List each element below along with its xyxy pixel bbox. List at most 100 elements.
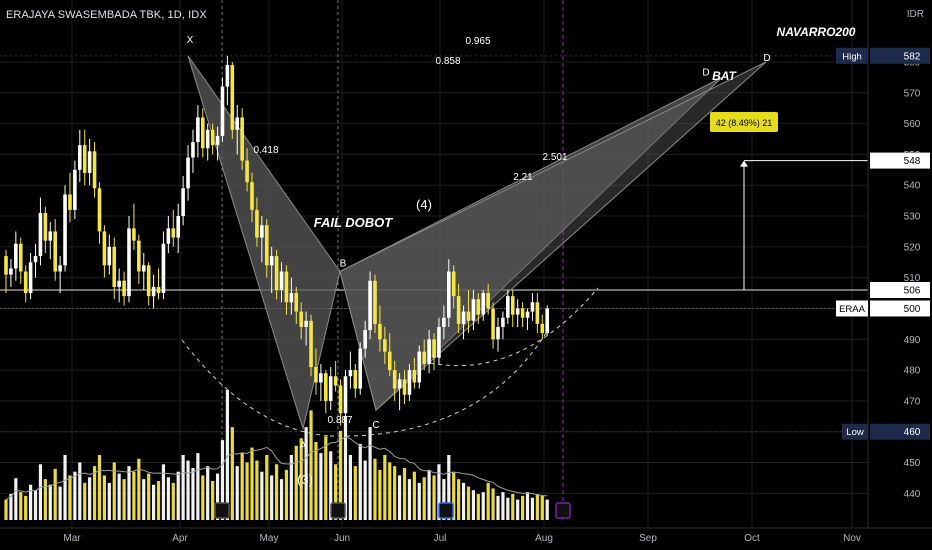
candle-body bbox=[176, 216, 180, 238]
volume-bar bbox=[471, 490, 475, 520]
candle-body bbox=[319, 373, 323, 383]
candle-body bbox=[461, 311, 466, 324]
time-tick-label: Nov bbox=[843, 533, 861, 544]
candle-body bbox=[210, 129, 215, 146]
volume-bar bbox=[476, 494, 480, 520]
price-tick-label: 540 bbox=[904, 181, 921, 192]
curve-inner bbox=[429, 287, 599, 367]
volume-bar bbox=[161, 464, 166, 520]
volume-bar bbox=[383, 455, 387, 520]
candle-body bbox=[333, 376, 338, 386]
volume-bar bbox=[83, 482, 87, 520]
volume-bar bbox=[545, 499, 549, 520]
measure-box-label: 42 (8.49%) 21 bbox=[716, 118, 773, 128]
candle-body bbox=[260, 225, 264, 238]
time-tick-label: Jul bbox=[434, 533, 447, 544]
currency-label: IDR bbox=[906, 9, 924, 20]
candle-body bbox=[447, 271, 451, 318]
candle-body bbox=[215, 135, 220, 146]
volume-bar bbox=[92, 466, 97, 520]
candle-body bbox=[358, 348, 363, 389]
candle-body bbox=[255, 209, 259, 238]
annotation-bat: BAT bbox=[712, 69, 737, 83]
volume-bar bbox=[486, 482, 490, 520]
price-tag-label: High bbox=[842, 51, 862, 62]
volume-bar bbox=[201, 475, 205, 520]
volume-bar bbox=[255, 460, 259, 520]
volume-bar bbox=[353, 466, 357, 520]
volume-bar bbox=[68, 475, 72, 520]
volume-bar bbox=[137, 458, 141, 520]
price-value-box bbox=[870, 300, 930, 317]
pattern-point-label: D bbox=[702, 67, 709, 78]
candle-body bbox=[156, 286, 161, 294]
volume-bar bbox=[127, 466, 131, 520]
volume-bar bbox=[88, 477, 92, 520]
volume-bar bbox=[289, 455, 293, 520]
price-value-box bbox=[870, 423, 930, 440]
volume-bar bbox=[275, 464, 279, 520]
price-value-box bbox=[870, 47, 930, 64]
volume-bar bbox=[378, 469, 382, 520]
price-tick-label: 450 bbox=[904, 458, 921, 469]
volume-bar bbox=[230, 427, 234, 520]
candle-body bbox=[343, 376, 348, 414]
candle-body bbox=[132, 228, 136, 241]
price-value-box bbox=[870, 281, 930, 298]
candle-body bbox=[387, 351, 392, 371]
volume-bar bbox=[314, 442, 318, 520]
volume-bar bbox=[19, 492, 23, 520]
volume-bar bbox=[196, 453, 200, 520]
pattern-point-label: A bbox=[300, 441, 307, 452]
volume-bar bbox=[363, 460, 367, 520]
ratio-label: 0.965 bbox=[465, 36, 490, 47]
candle-body bbox=[23, 271, 28, 294]
volume-bar bbox=[496, 495, 500, 520]
candle-body bbox=[141, 265, 146, 272]
volume-bar bbox=[97, 455, 102, 520]
volume-bar bbox=[461, 482, 466, 520]
volume-bar bbox=[147, 473, 151, 520]
candle-body bbox=[117, 280, 121, 287]
price-tag-box bbox=[836, 300, 868, 317]
candle-body bbox=[264, 225, 269, 266]
volume-bar bbox=[211, 481, 215, 520]
annotation-wave-4: (4) bbox=[416, 197, 432, 212]
time-tick-label: Apr bbox=[172, 533, 188, 544]
candle-body bbox=[402, 379, 407, 395]
volume-bar bbox=[368, 427, 372, 520]
candle-body bbox=[274, 256, 279, 290]
candle-body bbox=[127, 228, 131, 297]
projection-arrow-head bbox=[740, 160, 748, 167]
candle-body bbox=[442, 317, 446, 327]
candle-body bbox=[245, 160, 249, 183]
candle-body bbox=[481, 293, 486, 315]
volume-bar bbox=[186, 460, 190, 520]
candle-body bbox=[437, 326, 441, 358]
candle-body bbox=[4, 256, 8, 275]
candle-body bbox=[309, 320, 313, 368]
volume-bar bbox=[260, 471, 264, 520]
pattern-xab-triangle bbox=[187, 55, 341, 431]
volume-bar bbox=[457, 479, 461, 520]
candle-body bbox=[171, 228, 176, 238]
candle-body bbox=[456, 296, 461, 324]
candle-body bbox=[422, 351, 426, 364]
volume-bar bbox=[142, 479, 146, 520]
volume-bar bbox=[398, 475, 402, 520]
ratio-label: 0.418 bbox=[253, 145, 278, 156]
pattern-point-label: B bbox=[340, 259, 347, 270]
volume-bar bbox=[152, 484, 156, 520]
candle-body bbox=[191, 142, 195, 158]
candle-body bbox=[363, 330, 367, 349]
volume-bar bbox=[402, 468, 407, 520]
candle-body bbox=[53, 231, 57, 272]
candle-body bbox=[368, 280, 372, 331]
volume-bar bbox=[442, 479, 446, 520]
candle-body bbox=[451, 271, 456, 297]
volume-bar bbox=[358, 443, 362, 520]
volume-bar bbox=[235, 466, 239, 520]
price-tick-label: 560 bbox=[904, 119, 921, 130]
volume-bar bbox=[437, 464, 441, 520]
